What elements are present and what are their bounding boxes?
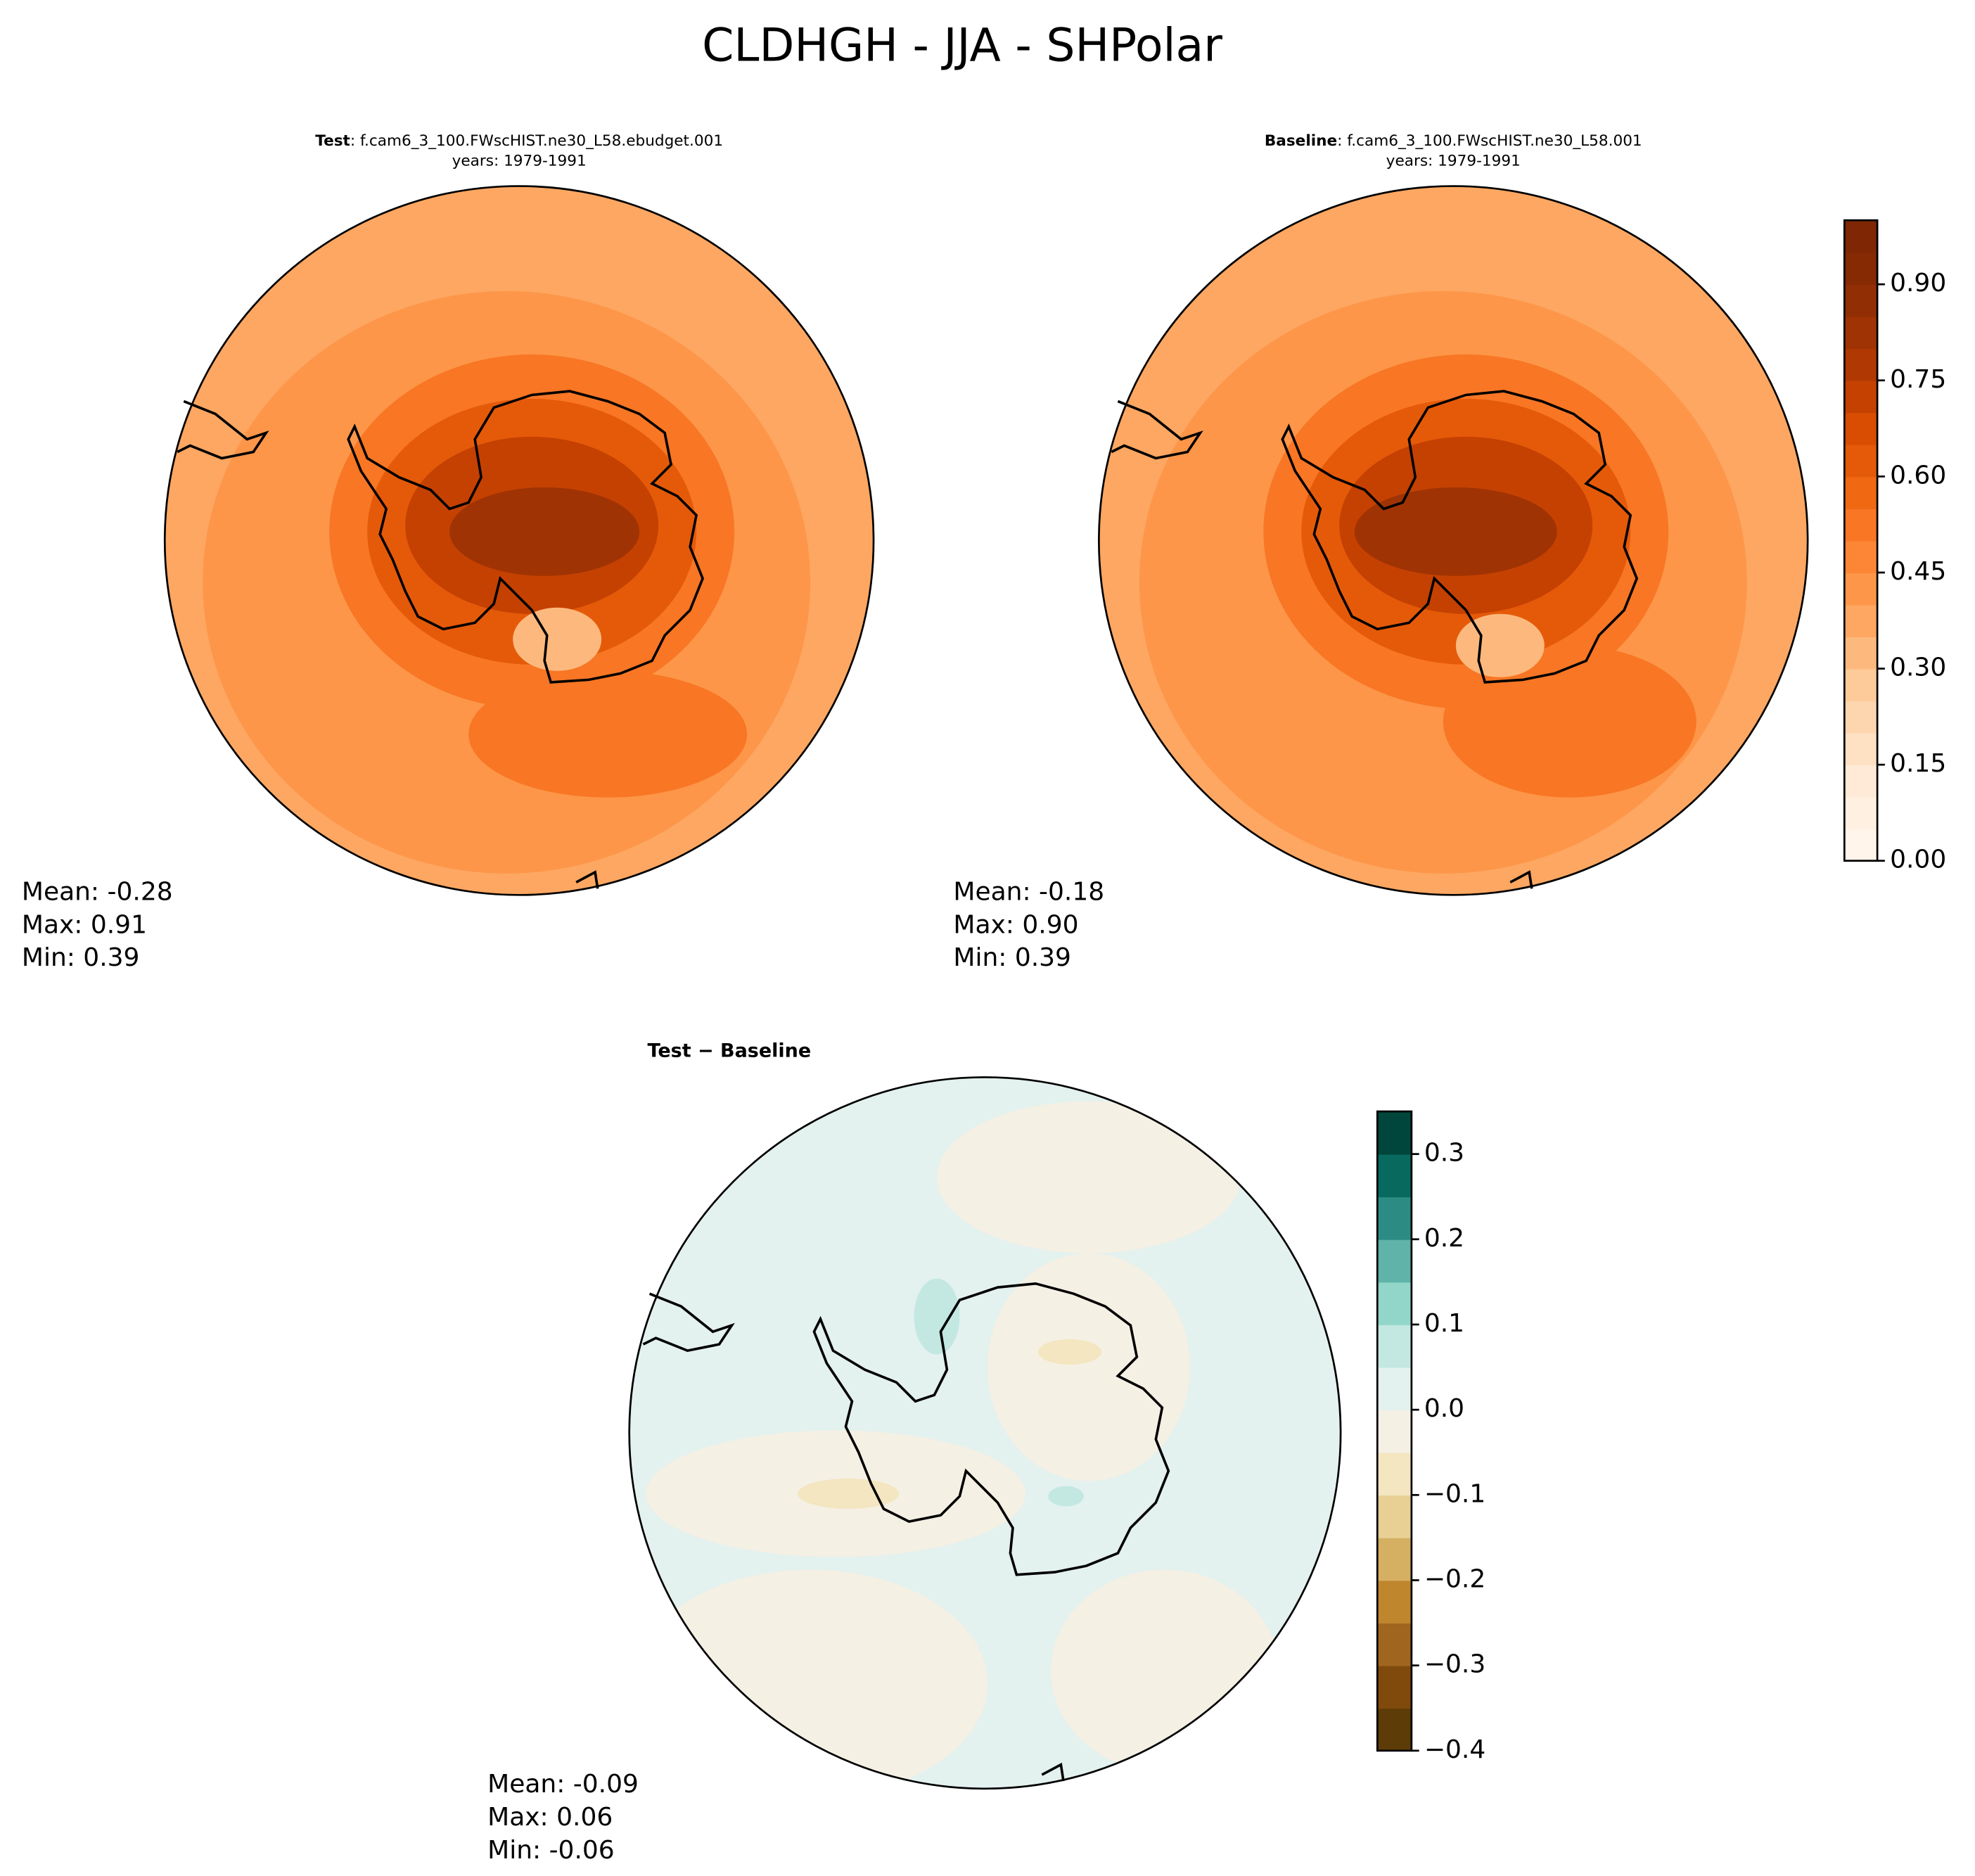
colorbar-band xyxy=(1844,348,1878,381)
colorbar-band xyxy=(1844,444,1878,478)
colorbar-band xyxy=(1377,1282,1412,1325)
colorbar-band xyxy=(1377,1495,1412,1538)
colorbar-tick-label: 0.75 xyxy=(1890,365,1946,394)
map-field xyxy=(165,186,874,895)
colorbar-frame xyxy=(1843,219,1879,862)
panel-baseline: Baseline: f.cam6_3_100.FWscHIST.ne30_L58… xyxy=(953,132,1809,972)
colorbar-tick-label: 0.30 xyxy=(1890,653,1946,682)
stat: Min: 0.39 xyxy=(22,943,140,972)
colorbar-band xyxy=(1377,1580,1412,1623)
colorbar-band xyxy=(1377,1197,1412,1240)
colorbar-band xyxy=(1844,572,1878,606)
colorbar-tick-label: 0.0 xyxy=(1424,1394,1464,1423)
stat: Min: 0.39 xyxy=(953,943,1071,972)
stat: Max: 0.91 xyxy=(22,910,147,939)
panel-title: Test − Baseline xyxy=(648,1040,812,1062)
colorbar-band xyxy=(1377,1708,1412,1751)
colorbar-band xyxy=(1844,316,1878,350)
panel-years: years: 1979-1991 xyxy=(1386,153,1521,170)
colorbar-tick-label: −0.3 xyxy=(1424,1650,1485,1679)
colorbar-tick-label: 0.00 xyxy=(1890,846,1946,874)
stat: Mean: -0.18 xyxy=(953,878,1104,907)
colorbar-tick-label: −0.1 xyxy=(1424,1479,1485,1508)
colorbar-band xyxy=(1377,1154,1412,1198)
colorbar-band xyxy=(1377,1537,1412,1581)
colorbar-band xyxy=(1844,637,1878,670)
colorbar-band xyxy=(1844,252,1878,286)
colorbar-band xyxy=(1844,412,1878,445)
panel-difference: Test − Baseline Mean: -0.09 Max: 0.06 Mi… xyxy=(487,1040,1342,1865)
panel-title: Test: f.cam6_3_100.FWscHIST.ne30_L58.ebu… xyxy=(315,132,723,150)
colorbar-tick-label: 0.90 xyxy=(1890,269,1946,298)
colorbar-tick-label: 0.60 xyxy=(1890,461,1946,490)
colorbar-band xyxy=(1844,284,1878,317)
colorbar-band xyxy=(1844,508,1878,542)
colorbar-band xyxy=(1844,732,1878,766)
panel-title: Baseline: f.cam6_3_100.FWscHIST.ne30_L58… xyxy=(1265,132,1642,150)
colorbar-tick-label: −0.2 xyxy=(1424,1564,1485,1593)
colorbar-band xyxy=(1844,701,1878,734)
panel-test: Test: f.cam6_3_100.FWscHIST.ne30_L58.ebu… xyxy=(22,132,875,972)
colorbar-band xyxy=(1844,765,1878,798)
colorbar-band xyxy=(1844,220,1878,253)
colorbar-tick-label: 0.3 xyxy=(1424,1139,1464,1168)
colorbar-tick-label: 0.2 xyxy=(1424,1224,1464,1253)
colorbar-band xyxy=(1844,604,1878,637)
colorbar-band xyxy=(1377,1111,1412,1155)
colorbar-band xyxy=(1377,1623,1412,1666)
colorbar-band xyxy=(1377,1410,1412,1453)
colorbar-band xyxy=(1844,668,1878,701)
colorbar-band xyxy=(1377,1324,1412,1368)
colorbar-band xyxy=(1377,1367,1412,1411)
colorbar-band xyxy=(1844,380,1878,414)
map-boundary xyxy=(163,185,875,896)
colorbar-frame xyxy=(1376,1110,1413,1752)
colorbar-band xyxy=(1844,476,1878,509)
map-boundary xyxy=(628,1076,1342,1790)
colorbar-tick-label: −0.4 xyxy=(1424,1735,1485,1764)
colorbar-tick-label: 0.15 xyxy=(1890,749,1946,778)
colorbar-band xyxy=(1844,540,1878,573)
map-field xyxy=(1099,186,1808,895)
panel-years: years: 1979-1991 xyxy=(452,153,587,170)
map-field xyxy=(629,1077,1341,1789)
colorbar-band xyxy=(1377,1452,1412,1496)
stat: Max: 0.90 xyxy=(953,910,1078,939)
colorbar-tick-label: 0.1 xyxy=(1424,1309,1464,1338)
figure-title: CLDHGH - JJA - SHPolar xyxy=(702,19,1222,72)
stat: Min: -0.06 xyxy=(487,1836,615,1865)
stat: Max: 0.06 xyxy=(487,1803,613,1832)
colorbar-band xyxy=(1844,829,1878,862)
stat: Mean: -0.09 xyxy=(487,1770,639,1799)
stat: Mean: -0.28 xyxy=(22,878,173,907)
colorbar-band xyxy=(1844,796,1878,830)
colorbar-band xyxy=(1377,1665,1412,1709)
map-boundary xyxy=(1098,185,1809,896)
colorbar-band xyxy=(1377,1239,1412,1283)
colorbar-tick-label: 0.45 xyxy=(1890,557,1946,586)
